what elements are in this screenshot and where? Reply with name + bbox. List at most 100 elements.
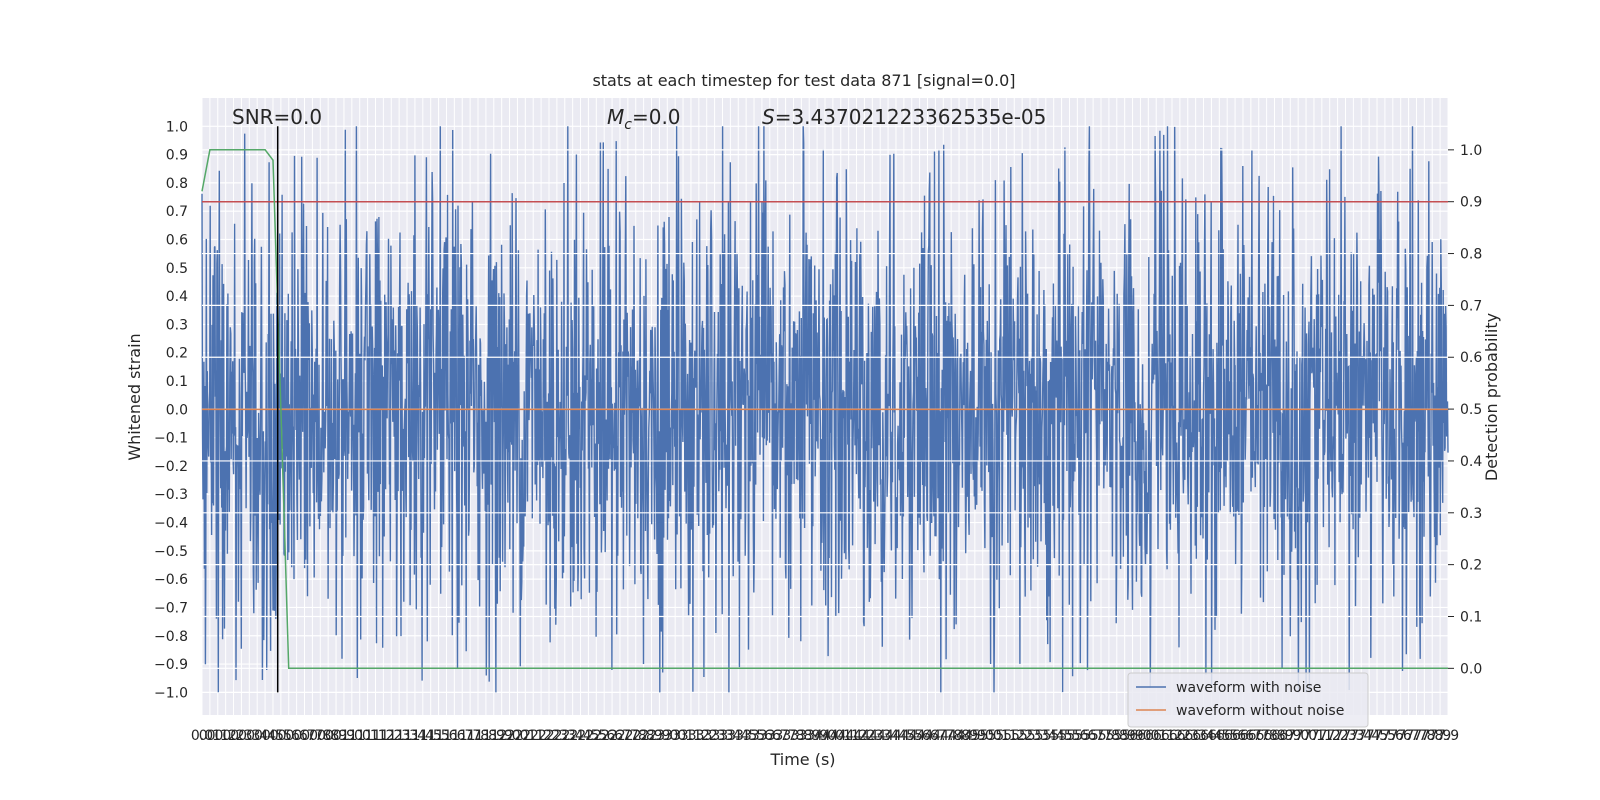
y-tick-label-right: 0.4 [1460,454,1482,470]
x-tick-label: 2.5 [577,728,599,744]
x-axis-ticks: 0.00.10.10.20.20.30.30.40.40.50.50.60.60… [191,728,1459,744]
y-tick-label-right: 0.6 [1460,350,1482,366]
x-tick-label: 7.6 [1382,728,1404,744]
x-tick-label: 4.9 [964,728,986,744]
series-waveform-with-noise [201,126,1449,693]
plot-area [201,98,1449,715]
x-tick-label: 4.8 [940,728,962,744]
x-tick-label: 0.5 [270,728,292,744]
x-tick-label: 3.8 [790,728,812,744]
y-tick-label-left: 0.9 [166,148,188,164]
x-tick-label: 2.4 [569,728,591,744]
x-tick-label: 2.7 [617,728,639,744]
y-axis-right-ticks: 1.0 0.9 0.8 0.7 0.6 0.5 0.4 0.3 0.2 0.1 0.0 [1448,143,1482,677]
x-tick-label: 1.2 [372,728,394,744]
x-tick-label: 3.2 [688,728,710,744]
x-tick-label: 0.1 [199,728,221,744]
x-tick-label: 6.1 [1153,728,1175,744]
y-axis-label-right: Detection probability [1482,313,1501,481]
y-tick-label-left: −0.9 [154,657,188,673]
x-tick-label: 5.4 [1043,728,1065,744]
x-tick-label: 2.8 [632,728,654,744]
y-tick-label-left: −0.6 [154,572,188,588]
x-tick-label: 0.9 [325,728,347,744]
x-tick-label: 4.1 [830,728,852,744]
x-tick-label: 4.7 [924,728,946,744]
x-tick-label: 1.6 [435,728,457,744]
x-tick-label: 7.2 [1326,728,1348,744]
x-tick-label: 5.2 [1011,728,1033,744]
x-tick-label: 1.9 [491,728,513,744]
x-tick-label: 6.7 [1248,728,1270,744]
x-tick-label: 2.7 [609,728,631,744]
y-tick-label-left: 0.1 [166,374,188,390]
x-tick-label: 3.4 [719,728,741,744]
x-tick-label: 2.2 [538,728,560,744]
x-tick-label: 1.1 [356,728,378,744]
x-tick-label: 1.7 [451,728,473,744]
x-tick-label: 2.1 [522,728,544,744]
x-tick-label: 0.8 [309,728,331,744]
y-axis-label-left: Whitened strain [125,333,144,460]
y-tick-label-left: −0.2 [154,459,188,475]
x-tick-label: 1.6 [443,728,465,744]
x-tick-label: 6.3 [1185,728,1207,744]
x-tick-label: 4.8 [948,728,970,744]
x-tick-label: 5.0 [979,728,1001,744]
y-tick-label-left: 0.6 [166,233,188,249]
x-tick-label: 7.9 [1429,728,1451,744]
x-tick-label: 2.3 [554,728,576,744]
x-tick-label: 7.0 [1295,728,1317,744]
x-tick-label: 4.2 [853,728,875,744]
x-tick-label: 6.4 [1200,728,1222,744]
y-tick-label-left: −1.0 [154,685,188,701]
x-tick-label: 6.2 [1161,728,1183,744]
x-tick-label: 7.7 [1397,728,1419,744]
x-tick-label: 6.2 [1169,728,1191,744]
x-tick-label: 2.8 [625,728,647,744]
x-tick-label: 0.7 [293,728,315,744]
y-tick-label-left: 0.2 [166,346,188,362]
x-tick-label: 6.0 [1129,728,1151,744]
x-tick-label: 5.6 [1066,728,1088,744]
x-tick-label: 0.9 [333,728,355,744]
x-tick-label: 6.6 [1232,728,1254,744]
y-tick-label-left: 0.0 [166,402,188,418]
x-tick-label: 5.1 [995,728,1017,744]
x-tick-label: 2.5 [585,728,607,744]
x-tick-label: 1.9 [483,728,505,744]
x-tick-label: 7.0 [1287,728,1309,744]
x-tick-label: 1.7 [459,728,481,744]
x-tick-label: 6.9 [1271,728,1293,744]
x-tick-label: 0.4 [254,728,276,744]
x-tick-label: 6.0 [1137,728,1159,744]
x-tick-label: 5.3 [1027,728,1049,744]
x-tick-label: 2.3 [546,728,568,744]
x-tick-label: 2.2 [530,728,552,744]
y-tick-label-right: 0.7 [1460,298,1482,314]
x-tick-label: 3.2 [696,728,718,744]
x-tick-label: 4.0 [822,728,844,744]
x-tick-label: 5.9 [1121,728,1143,744]
x-tick-label: 2.0 [506,728,528,744]
x-tick-label: 6.5 [1208,728,1230,744]
x-tick-label: 7.6 [1390,728,1412,744]
chart-title: stats at each timestep for test data 871… [592,71,1015,90]
x-tick-label: 3.5 [743,728,765,744]
x-tick-label: 6.8 [1263,728,1285,744]
x-tick-label: 0.2 [215,728,237,744]
x-tick-label: 7.5 [1366,728,1388,744]
x-tick-label: 1.8 [467,728,489,744]
y-tick-label-right: 0.9 [1460,195,1482,211]
x-tick-label: 3.6 [751,728,773,744]
y-axis-left-ticks: 1.0 0.9 0.8 0.7 0.6 0.5 0.4 0.3 0.2 0.1 0.0 −0.1 −0.… [154,119,188,701]
y-tick-label-left: 0.7 [166,204,188,220]
x-tick-label: 6.8 [1255,728,1277,744]
x-tick-label: 1.4 [412,728,434,744]
x-tick-label: 2.0 [498,728,520,744]
x-tick-label: 4.5 [901,728,923,744]
x-tick-label: 0.6 [278,728,300,744]
x-tick-label: 6.3 [1177,728,1199,744]
x-tick-label: 7.2 [1319,728,1341,744]
